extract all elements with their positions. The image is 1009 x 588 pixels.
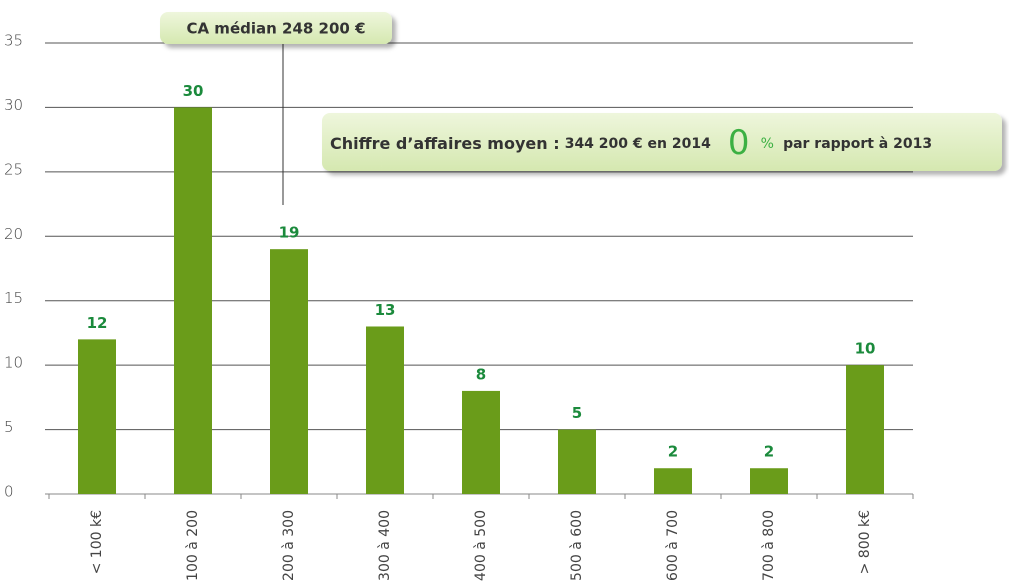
- x-tick-label: 100 à 200: [185, 510, 201, 581]
- x-tick-label: 700 à 800: [761, 510, 777, 581]
- mean-label: Chiffre d’affaires moyen :: [330, 134, 560, 153]
- bar: [174, 107, 212, 494]
- y-tick-label: 20: [4, 225, 23, 243]
- bar: [558, 429, 596, 494]
- x-tick-label: 600 à 700: [665, 510, 681, 581]
- y-tick-label: 25: [4, 160, 23, 178]
- bar: [78, 339, 116, 494]
- x-tick-label: > 800 k€: [857, 510, 873, 574]
- bar: [366, 326, 404, 494]
- data-label: 8: [476, 365, 486, 383]
- data-label: 5: [572, 404, 582, 422]
- change-unit: %: [761, 136, 774, 152]
- data-label: 19: [279, 224, 300, 242]
- data-label: 13: [375, 301, 396, 319]
- y-tick-label: 5: [4, 418, 14, 436]
- data-label: 30: [183, 82, 204, 100]
- x-tick-label: 200 à 300: [281, 510, 297, 581]
- data-label: 2: [764, 443, 774, 461]
- bar: [750, 468, 788, 494]
- change-value: 0: [728, 123, 750, 163]
- bar: [654, 468, 692, 494]
- change-ref: par rapport à 2013: [783, 136, 932, 152]
- x-tick-label: < 100 k€: [89, 510, 105, 574]
- median-text: CA médian 248 200 €: [186, 20, 365, 38]
- median-box: [160, 12, 392, 44]
- y-tick-label: 10: [4, 354, 23, 372]
- y-tick-label: 30: [4, 96, 23, 114]
- bar: [846, 365, 884, 494]
- y-tick-label: 35: [4, 32, 23, 50]
- y-tick-label: 15: [4, 289, 23, 307]
- x-tick-label: 300 à 400: [377, 510, 393, 581]
- mean-value: 344 200 € en 2014: [565, 136, 711, 152]
- bar: [270, 249, 308, 494]
- data-label: 12: [87, 314, 108, 332]
- data-label: 2: [668, 443, 678, 461]
- mean-text: Chiffre d’affaires moyen : 344 200 € en …: [330, 123, 932, 163]
- mean-box: [322, 113, 1002, 171]
- y-tick-label: 0: [4, 483, 14, 501]
- x-tick-label: 400 à 500: [473, 510, 489, 581]
- data-label: 10: [855, 340, 876, 358]
- x-tick-label: 500 à 600: [569, 510, 585, 581]
- bar: [462, 390, 500, 494]
